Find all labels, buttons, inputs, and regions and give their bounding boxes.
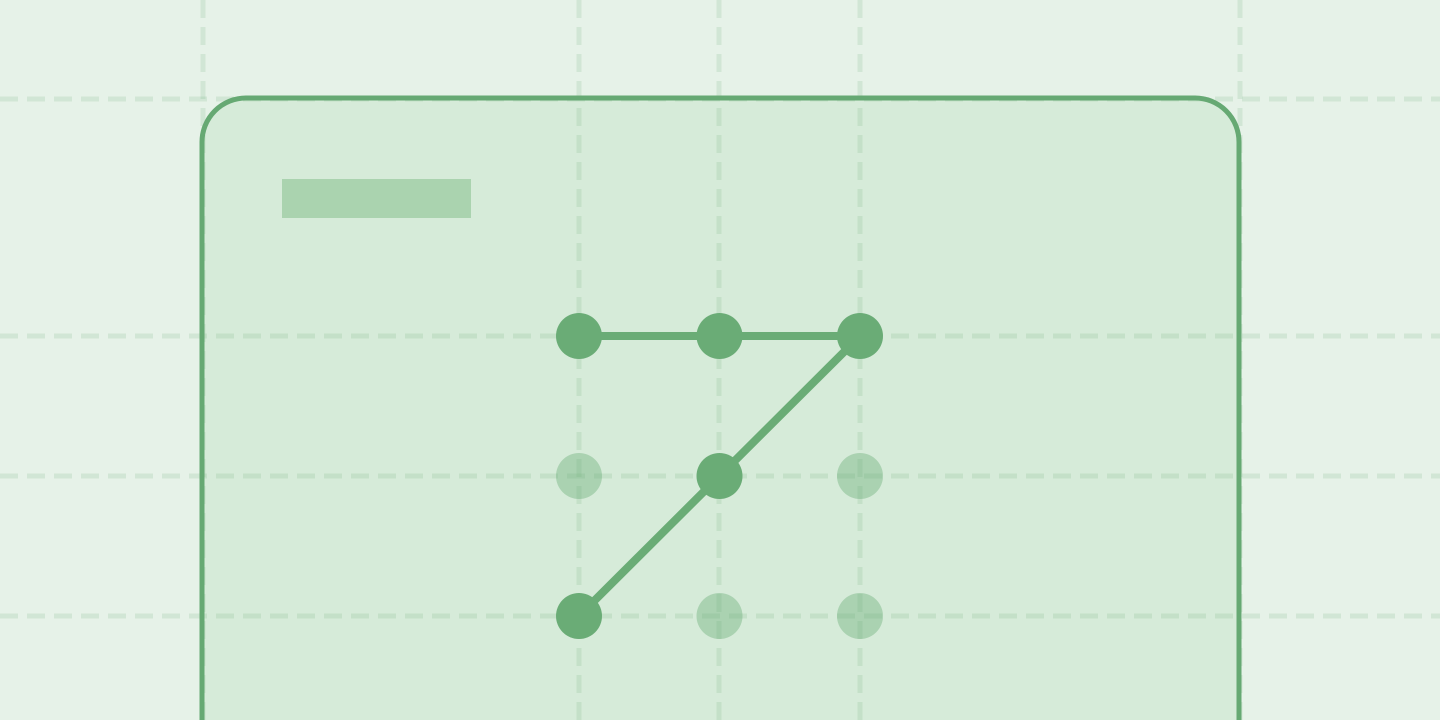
- pattern-card-border: [199, 95, 1242, 720]
- pattern-dot-r1c2-inactive[interactable]: [837, 453, 883, 499]
- pattern-dot-r1c0-inactive[interactable]: [556, 453, 602, 499]
- pattern-dot-r0c1-active[interactable]: [696, 313, 743, 359]
- pattern-dot-r2c1-inactive[interactable]: [696, 593, 743, 639]
- pattern-dot-r2c2-inactive[interactable]: [837, 593, 883, 639]
- pattern-dot-r2c0-active[interactable]: [556, 593, 602, 639]
- pattern-dot-r0c0-active[interactable]: [556, 313, 602, 359]
- pattern-dot-grid: [556, 313, 883, 639]
- pattern-dot-r0c2-active[interactable]: [837, 313, 883, 359]
- title-placeholder-bar: [282, 179, 471, 218]
- pattern-card-surface: [202, 98, 1239, 720]
- pattern-dot-r1c1-active[interactable]: [696, 453, 743, 499]
